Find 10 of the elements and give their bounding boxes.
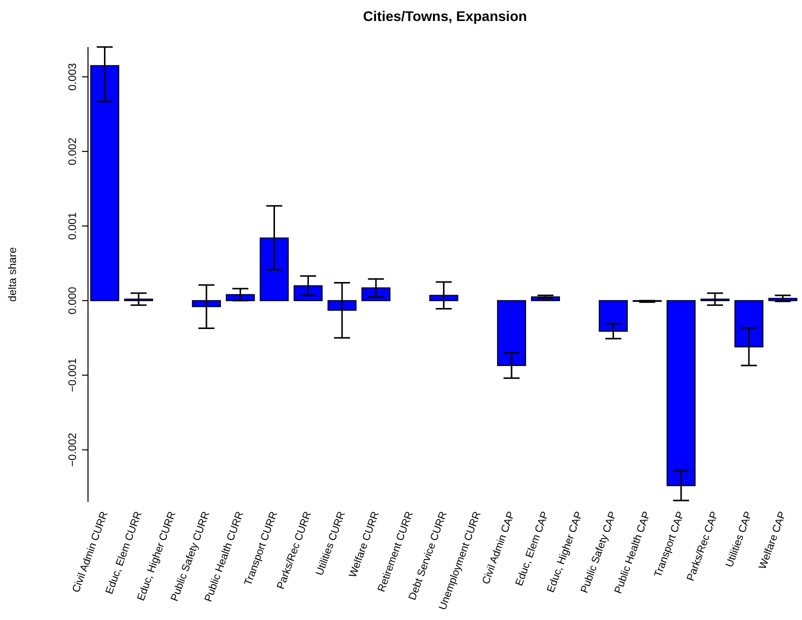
x-tick-label: Utilities CURR bbox=[314, 510, 348, 578]
y-tick-label: −0.001 bbox=[67, 358, 79, 392]
x-tick-label: Utilities CAP bbox=[724, 510, 755, 569]
y-tick-label: −0.002 bbox=[67, 432, 79, 467]
y-axis-title: delta share bbox=[6, 247, 19, 302]
y-tick-label: 0.000 bbox=[67, 286, 79, 314]
y-tick-label: 0.002 bbox=[67, 138, 79, 166]
y-tick-label: 0.003 bbox=[67, 63, 79, 91]
chart-title: Cities/Towns, Expansion bbox=[362, 8, 528, 24]
y-tick-label: 0.001 bbox=[67, 212, 79, 240]
